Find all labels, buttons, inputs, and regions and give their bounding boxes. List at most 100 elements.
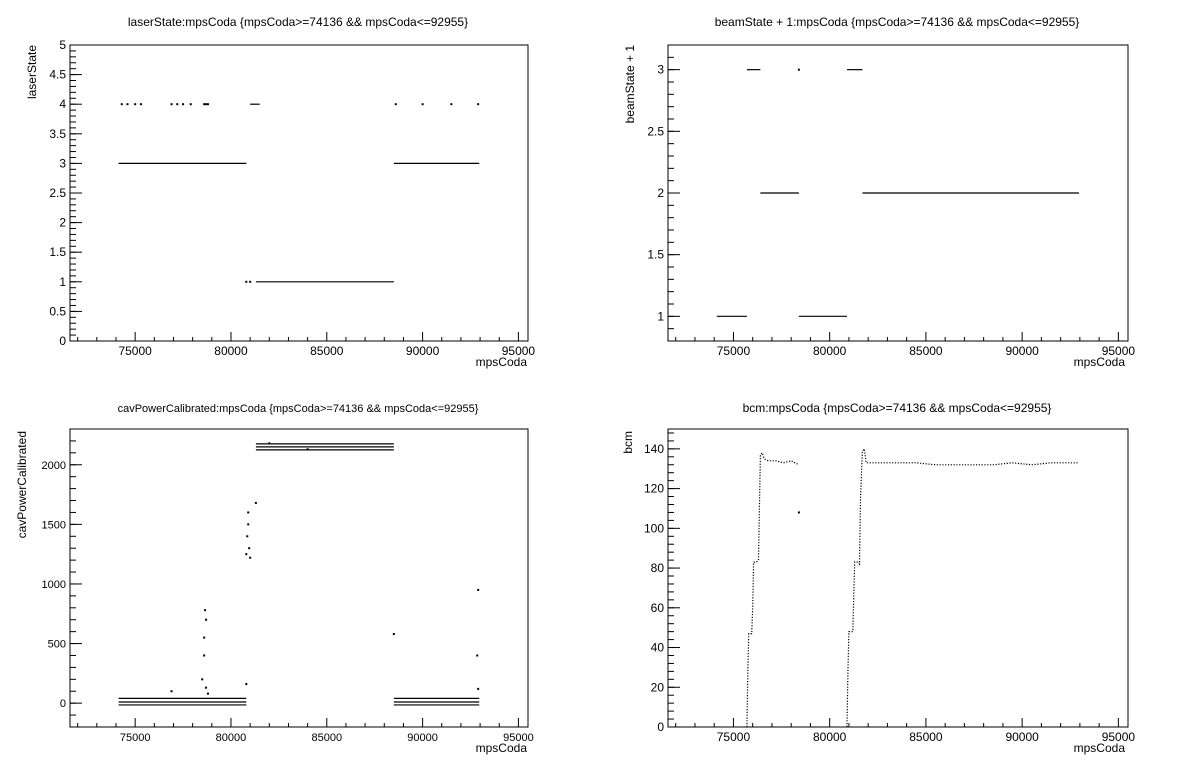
x-tick-label: 75000 [717, 730, 751, 744]
y-tick-label: 1.5 [647, 248, 664, 262]
data-point [394, 103, 397, 106]
x-axis: 75000 80000 85000 90000 95000 [77, 332, 535, 358]
data-point [139, 103, 142, 106]
data-marks [746, 447, 1079, 728]
data-point [254, 501, 257, 504]
x-tick-label: 80000 [216, 732, 247, 744]
y-tick-label: 40 [651, 641, 665, 655]
y-axis: 1 1.5 2 2.5 3 [647, 44, 680, 342]
y-tick-label: 0 [59, 334, 66, 348]
data-point [205, 618, 208, 621]
data-point [246, 535, 249, 538]
y-tick-label: 1500 [42, 519, 66, 531]
y-tick-label: 4 [59, 97, 66, 111]
y-axis: 0 500 1000 1500 2000 [42, 428, 82, 728]
y-tick-label: 60 [651, 601, 665, 615]
data-point [170, 690, 173, 693]
data-point [134, 103, 137, 106]
beamstate-plot: beamState + 1:mpsCoda {mpsCoda>=74136 &&… [623, 15, 1135, 369]
y-tick-label: 1 [59, 275, 66, 289]
y-axis-label: bcm [621, 431, 635, 454]
data-series-line [746, 451, 800, 728]
data-point [245, 683, 248, 686]
data-point [120, 103, 123, 106]
data-point [170, 103, 173, 106]
y-tick-label: 2000 [42, 460, 66, 472]
plot-title: cavPowerCalibrated:mpsCoda {mpsCoda>=741… [118, 403, 479, 415]
data-point [201, 678, 204, 681]
y-tick-label: 2.5 [49, 186, 66, 200]
y-tick-label: 0 [60, 698, 66, 710]
laserstate-plot: laserState:mpsCoda {mpsCoda>=74136 && mp… [25, 15, 535, 369]
data-point [182, 103, 185, 106]
x-axis-label: mpsCoda [476, 355, 528, 369]
x-tick-label: 85000 [909, 344, 943, 358]
plot-frame [69, 44, 529, 342]
x-tick-label: 85000 [311, 732, 342, 744]
data-point [203, 636, 206, 639]
data-point [477, 687, 480, 690]
data-point [204, 609, 207, 612]
y-tick-label: 3 [59, 156, 66, 170]
x-tick-label: 75000 [717, 344, 751, 358]
data-point [206, 692, 209, 695]
x-tick-label: 85000 [909, 730, 943, 744]
data-point [797, 511, 800, 514]
y-axis: 0 0.5 1 1.5 2 2.5 3 3.5 4 4.5 5 [49, 38, 82, 348]
data-point [247, 523, 250, 526]
data-point [176, 103, 179, 106]
data-point [205, 686, 208, 689]
data-point [476, 654, 479, 657]
data-point [306, 448, 309, 451]
x-tick-label: 75000 [118, 344, 152, 358]
x-axis: 75000 80000 85000 90000 95000 [77, 718, 534, 744]
x-axis-label: mpsCoda [1074, 741, 1126, 755]
plot-frame [69, 428, 529, 728]
data-point [249, 556, 252, 559]
data-point [245, 553, 248, 556]
y-tick-label: 140 [644, 442, 664, 456]
y-tick-label: 5 [59, 38, 66, 52]
data-point [189, 103, 192, 106]
plot-title: beamState + 1:mpsCoda {mpsCoda>=74136 &&… [715, 15, 1080, 29]
data-series-line [846, 447, 1079, 728]
y-tick-label: 2 [657, 186, 664, 200]
plot-frame [667, 428, 1129, 728]
x-axis-label: mpsCoda [476, 741, 528, 755]
x-tick-label: 95000 [1102, 344, 1136, 358]
x-tick-label: 90000 [407, 732, 438, 744]
y-tick-label: 0 [657, 720, 664, 734]
y-tick-label: 20 [651, 680, 665, 694]
y-tick-label: 500 [48, 639, 66, 651]
data-point [206, 103, 209, 106]
data-point [797, 68, 800, 71]
x-tick-label: 90000 [1005, 730, 1039, 744]
y-tick-label: 100 [644, 521, 664, 535]
x-tick-label: 95000 [503, 732, 534, 744]
data-point [421, 103, 424, 106]
x-tick-label: 85000 [310, 344, 344, 358]
data-marks [118, 442, 480, 706]
y-axis-label: laserState [25, 45, 39, 99]
y-tick-label: 1.5 [49, 245, 66, 259]
x-tick-label: 90000 [1005, 344, 1039, 358]
y-axis: 0 20 40 60 80 100 120 140 [644, 432, 680, 734]
y-tick-label: 2 [59, 216, 66, 230]
data-point [245, 280, 248, 283]
x-axis: 75000 80000 85000 90000 95000 [675, 332, 1136, 358]
bcm-plot: bcm:mpsCoda {mpsCoda>=74136 && mpsCoda<=… [621, 401, 1135, 755]
y-tick-label: 80 [651, 561, 665, 575]
data-point [203, 103, 206, 106]
data-point [477, 588, 480, 591]
x-tick-label: 80000 [813, 344, 847, 358]
y-tick-label: 4.5 [49, 68, 66, 82]
y-axis-label: beamState + 1 [623, 45, 637, 124]
data-marks [716, 68, 1080, 317]
y-tick-label: 3 [657, 63, 664, 77]
data-point [268, 442, 271, 445]
plot-title: bcm:mpsCoda {mpsCoda>=74136 && mpsCoda<=… [743, 401, 1052, 415]
x-axis: 75000 80000 85000 90000 95000 [675, 718, 1135, 744]
plot-title: laserState:mpsCoda {mpsCoda>=74136 && mp… [128, 15, 468, 29]
data-marks [118, 103, 480, 283]
x-axis-label: mpsCoda [1074, 355, 1126, 369]
